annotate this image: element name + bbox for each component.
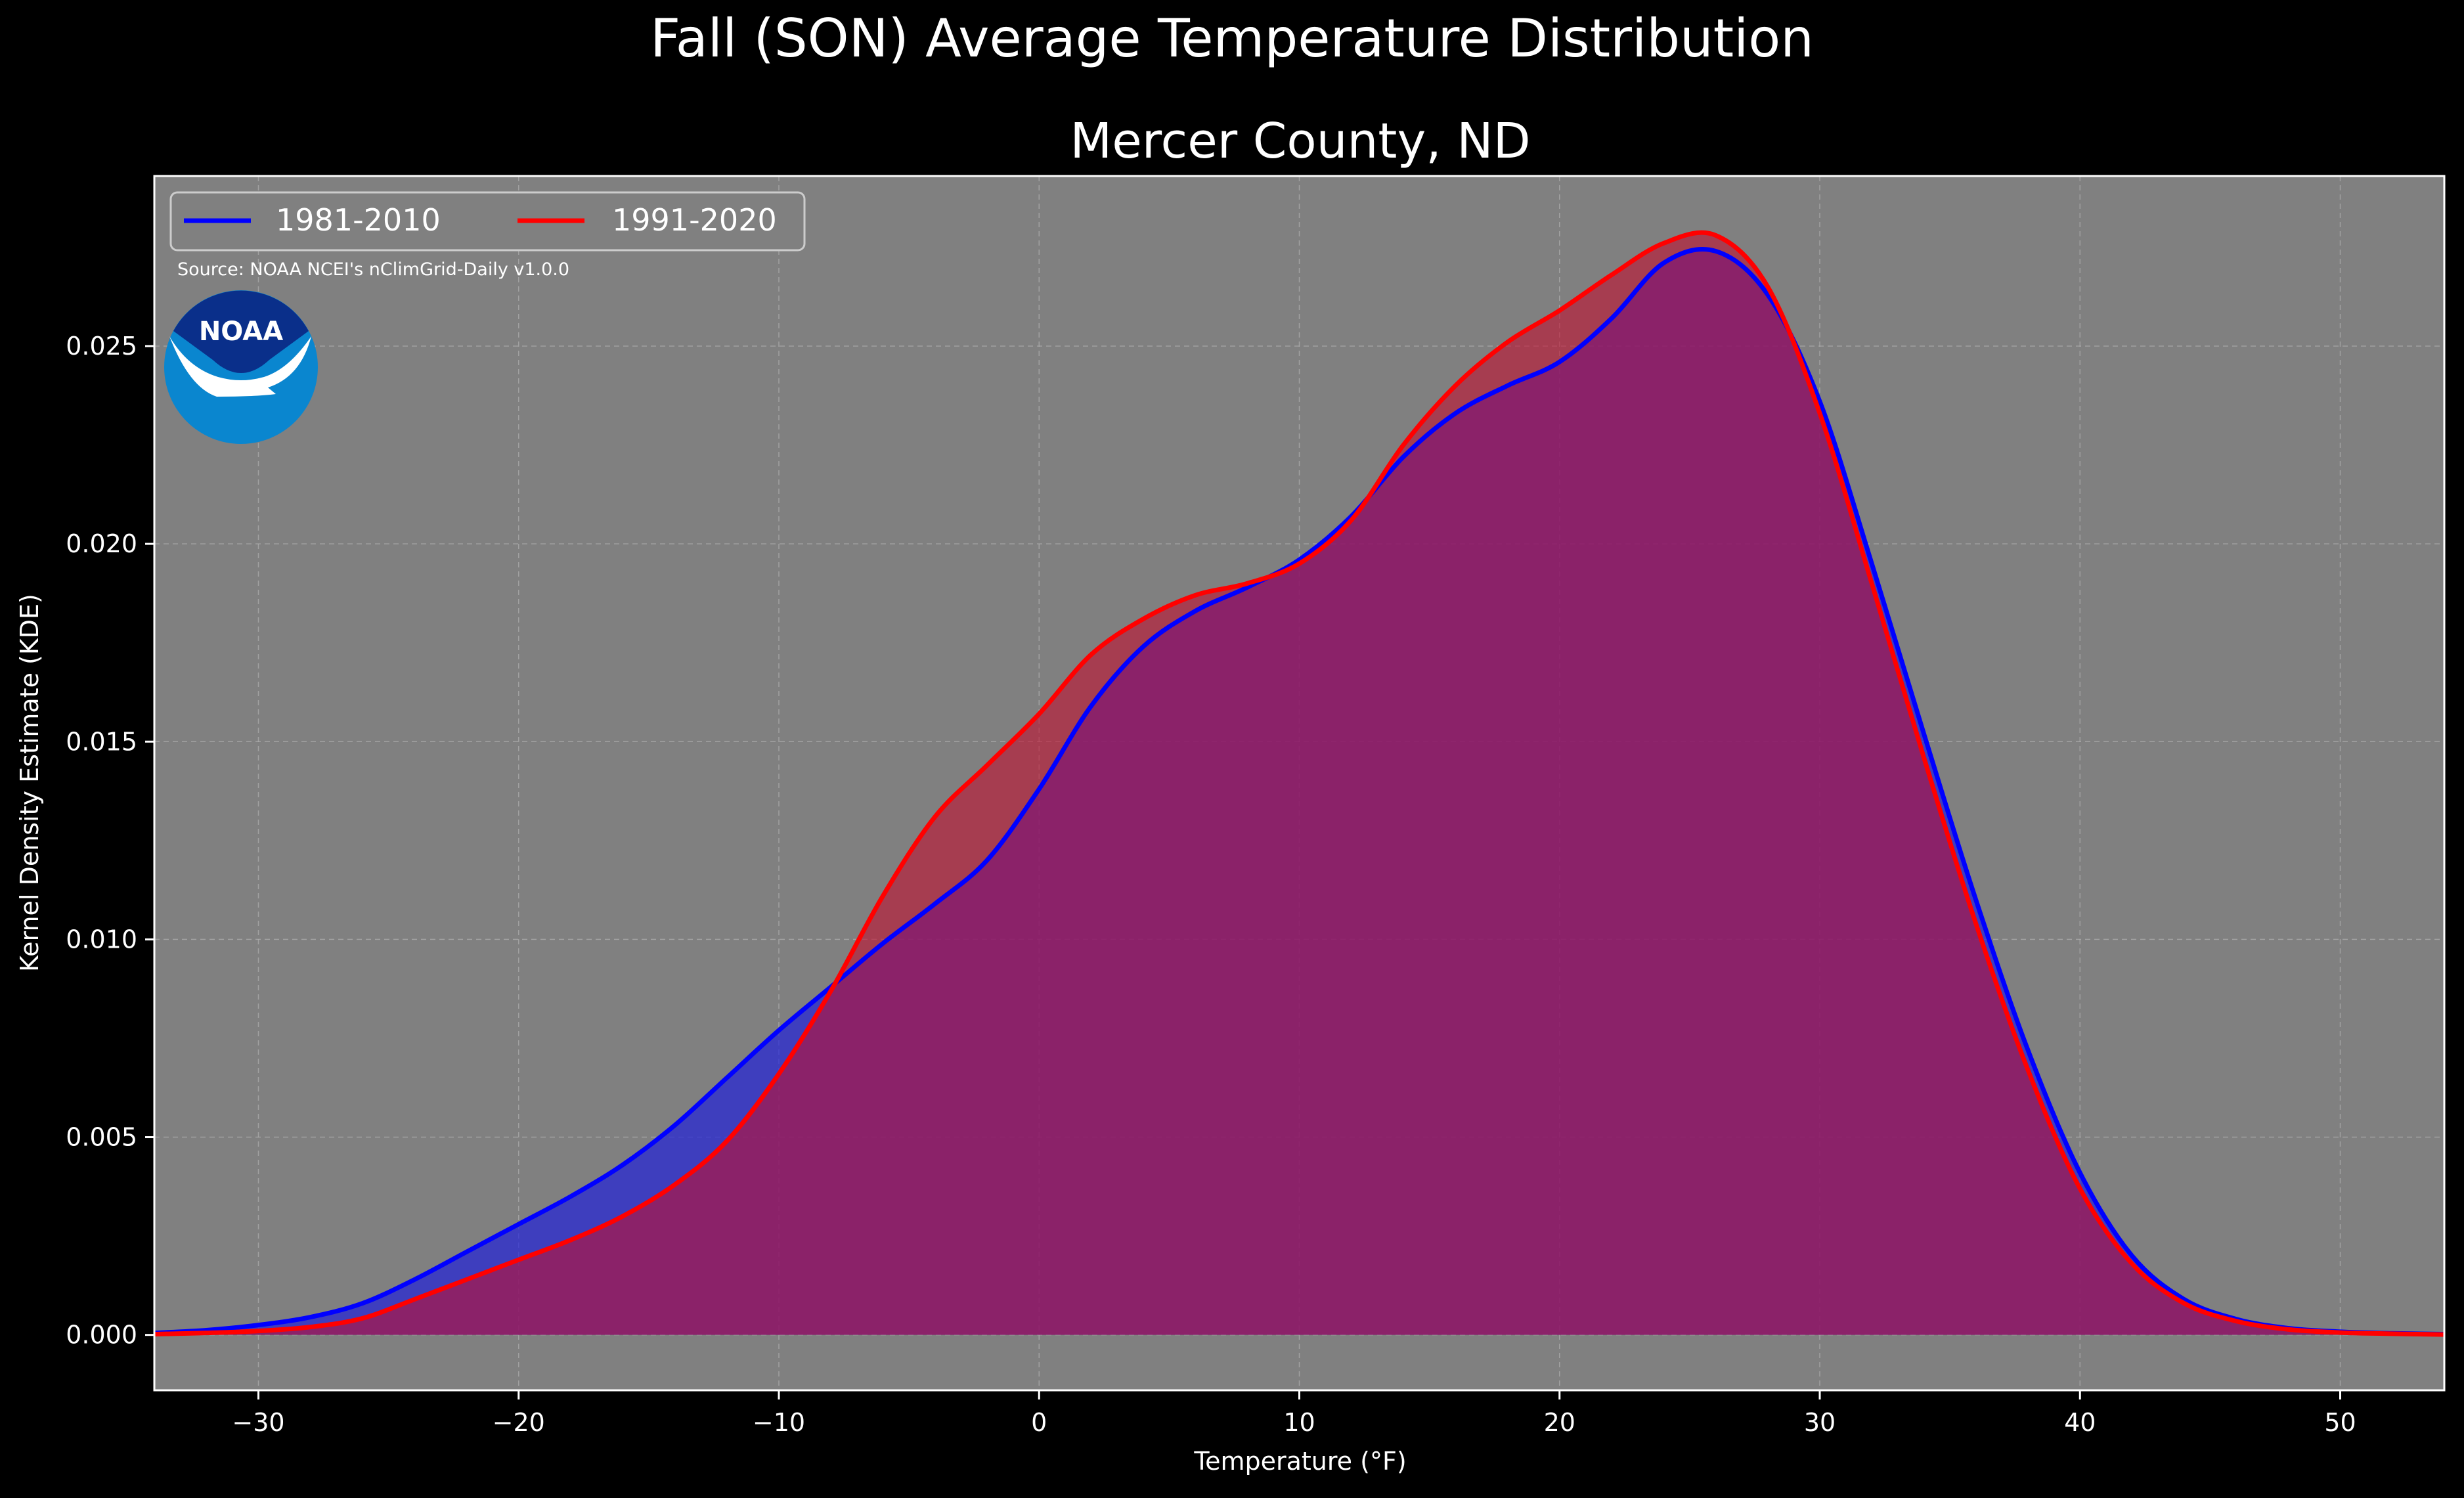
x-tick-label: 40	[2064, 1408, 2096, 1437]
x-tick-label: 30	[1804, 1408, 1836, 1437]
x-tick-label: 20	[1544, 1408, 1575, 1437]
x-axis-ticks: −30 −20 −10 0 10 20 30 40 50	[232, 1390, 2356, 1437]
noaa-logo-gull-icon	[169, 336, 311, 397]
chart-title: Fall (SON) Average Temperature Distribut…	[650, 8, 1814, 69]
y-axis-ticks: 0.000 0.005 0.010 0.015 0.020 0.025	[66, 332, 154, 1350]
y-tick-label: 0.020	[66, 529, 137, 558]
chart-subtitle: Mercer County, ND	[1070, 113, 1530, 169]
noaa-logo: NOAA	[164, 290, 318, 444]
x-tick-label: 50	[2324, 1408, 2356, 1437]
series-line-1991-2020	[154, 230, 2445, 1337]
x-tick-label: −30	[232, 1408, 284, 1437]
source-note: Source: NOAA NCEI's nClimGrid-Daily v1.0…	[177, 259, 569, 280]
legend-label-1981-2010: 1981-2010	[276, 202, 441, 238]
y-tick-label: 0.025	[66, 332, 137, 361]
x-tick-label: −20	[493, 1408, 545, 1437]
x-tick-label: −10	[753, 1408, 805, 1437]
legend-label-1991-2020: 1991-2020	[612, 202, 777, 238]
noaa-logo-top	[173, 290, 309, 373]
series-layer	[154, 230, 2445, 1337]
noaa-logo-text: NOAA	[199, 317, 283, 347]
x-tick-label: 0	[1031, 1408, 1047, 1437]
y-tick-label: 0.010	[66, 925, 137, 954]
y-tick-label: 0.015	[66, 727, 137, 756]
series-area-1991-2020	[154, 232, 2444, 1335]
x-tick-label: 10	[1283, 1408, 1315, 1437]
x-axis-label: Temperature (°F)	[1193, 1447, 1406, 1476]
y-tick-label: 0.005	[66, 1123, 137, 1152]
legend: 1981-2010 1991-2020	[169, 191, 806, 252]
y-tick-label: 0.000	[66, 1321, 137, 1350]
legend-box	[169, 191, 806, 252]
y-axis-label: Kernel Density Estimate (KDE)	[15, 594, 44, 972]
